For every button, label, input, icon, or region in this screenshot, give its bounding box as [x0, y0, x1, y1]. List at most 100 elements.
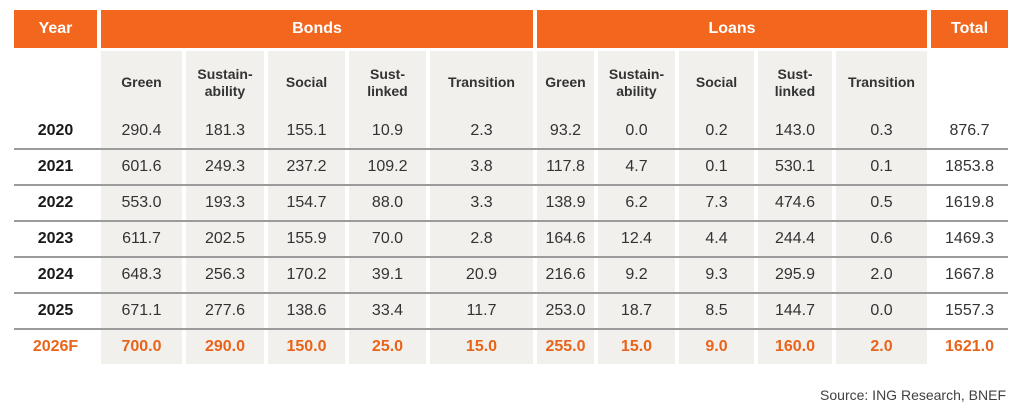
value-cell: 193.3 — [186, 186, 264, 220]
subheader-year-spacer — [14, 51, 97, 114]
table-row: 2025 671.1 277.6 138.6 33.4 11.7 253.0 1… — [14, 292, 1008, 328]
value-cell: 611.7 — [101, 222, 182, 256]
value-cell: 3.8 — [430, 150, 533, 184]
subheader-bonds-sust-linked: Sust- linked — [349, 51, 426, 114]
value-cell: 295.9 — [758, 258, 832, 292]
value-cell: 25.0 — [349, 330, 426, 364]
year-cell: 2022 — [37, 194, 74, 211]
value-cell: 9.2 — [598, 258, 675, 292]
value-cell: 601.6 — [101, 150, 182, 184]
total-cell: 1619.8 — [945, 194, 994, 211]
value-cell: 9.3 — [679, 258, 754, 292]
value-cell: 4.7 — [598, 150, 675, 184]
value-cell: 277.6 — [186, 294, 264, 328]
value-cell: 138.6 — [268, 294, 345, 328]
total-cell: 1557.3 — [945, 302, 994, 319]
value-cell: 255.0 — [537, 330, 594, 364]
value-cell: 0.6 — [836, 222, 927, 256]
value-cell: 553.0 — [101, 186, 182, 220]
subheader-loans-green: Green — [537, 51, 594, 114]
value-cell: 10.9 — [349, 114, 426, 148]
year-cell: 2023 — [37, 230, 74, 247]
value-cell: 530.1 — [758, 150, 832, 184]
table-body: 2020 290.4 181.3 155.1 10.9 2.3 93.2 0.0… — [14, 114, 1008, 364]
table-group-header-row: Year Bonds Loans Total — [14, 10, 1008, 48]
table-subheader-row: Green Sustain- ability Social Sust- link… — [14, 51, 1008, 114]
value-cell: 237.2 — [268, 150, 345, 184]
value-cell: 2.0 — [836, 330, 927, 364]
value-cell: 70.0 — [349, 222, 426, 256]
value-cell: 33.4 — [349, 294, 426, 328]
subheader-bonds-social: Social — [268, 51, 345, 114]
value-cell: 143.0 — [758, 114, 832, 148]
value-cell: 138.9 — [537, 186, 594, 220]
value-cell: 202.5 — [186, 222, 264, 256]
table-row: 2021 601.6 249.3 237.2 109.2 3.8 117.8 4… — [14, 148, 1008, 184]
value-cell: 648.3 — [101, 258, 182, 292]
value-cell: 0.5 — [836, 186, 927, 220]
subheader-bonds-transition: Transition — [430, 51, 533, 114]
value-cell: 39.1 — [349, 258, 426, 292]
value-cell: 93.2 — [537, 114, 594, 148]
value-cell: 155.9 — [268, 222, 345, 256]
subheader-loans-transition: Transition — [836, 51, 927, 114]
total-cell: 1853.8 — [945, 158, 994, 175]
value-cell: 18.7 — [598, 294, 675, 328]
subheader-loans-social: Social — [679, 51, 754, 114]
value-cell: 170.2 — [268, 258, 345, 292]
value-cell: 0.1 — [679, 150, 754, 184]
subheader-total-spacer — [931, 51, 1008, 114]
value-cell: 0.0 — [836, 294, 927, 328]
value-cell: 671.1 — [101, 294, 182, 328]
value-cell: 0.2 — [679, 114, 754, 148]
table-row: 2023 611.7 202.5 155.9 70.0 2.8 164.6 12… — [14, 220, 1008, 256]
year-cell: 2020 — [37, 122, 74, 139]
loans-group-header: Loans — [537, 10, 927, 48]
year-cell: 2025 — [37, 302, 74, 319]
table-row: 2022 553.0 193.3 154.7 88.0 3.3 138.9 6.… — [14, 184, 1008, 220]
total-column-header: Total — [931, 10, 1008, 48]
value-cell: 20.9 — [430, 258, 533, 292]
value-cell: 88.0 — [349, 186, 426, 220]
total-cell: 876.7 — [949, 122, 990, 139]
total-cell: 1621.0 — [945, 338, 994, 355]
subheader-bonds-sustainability: Sustain- ability — [186, 51, 264, 114]
value-cell: 9.0 — [679, 330, 754, 364]
value-cell: 4.4 — [679, 222, 754, 256]
value-cell: 2.0 — [836, 258, 927, 292]
subheader-loans-sustainability: Sustain- ability — [598, 51, 675, 114]
value-cell: 216.6 — [537, 258, 594, 292]
source-caption: Source: ING Research, BNEF — [820, 387, 1006, 403]
value-cell: 181.3 — [186, 114, 264, 148]
value-cell: 7.3 — [679, 186, 754, 220]
value-cell: 0.0 — [598, 114, 675, 148]
value-cell: 150.0 — [268, 330, 345, 364]
table-row: 2020 290.4 181.3 155.1 10.9 2.3 93.2 0.0… — [14, 114, 1008, 148]
value-cell: 109.2 — [349, 150, 426, 184]
year-cell: 2026F — [32, 338, 79, 355]
value-cell: 164.6 — [537, 222, 594, 256]
value-cell: 6.2 — [598, 186, 675, 220]
subheader-loans-sust-linked: Sust- linked — [758, 51, 832, 114]
value-cell: 15.0 — [598, 330, 675, 364]
table-row: 2024 648.3 256.3 170.2 39.1 20.9 216.6 9… — [14, 256, 1008, 292]
value-cell: 117.8 — [537, 150, 594, 184]
value-cell: 12.4 — [598, 222, 675, 256]
value-cell: 2.8 — [430, 222, 533, 256]
value-cell: 256.3 — [186, 258, 264, 292]
value-cell: 700.0 — [101, 330, 182, 364]
subheader-bonds-green: Green — [101, 51, 182, 114]
table-row: 2026F 700.0 290.0 150.0 25.0 15.0 255.0 … — [14, 328, 1008, 364]
year-column-header: Year — [14, 10, 97, 48]
year-cell: 2024 — [37, 266, 74, 283]
year-cell: 2021 — [37, 158, 74, 175]
value-cell: 290.4 — [101, 114, 182, 148]
value-cell: 15.0 — [430, 330, 533, 364]
value-cell: 244.4 — [758, 222, 832, 256]
value-cell: 0.3 — [836, 114, 927, 148]
bonds-group-header: Bonds — [101, 10, 533, 48]
value-cell: 290.0 — [186, 330, 264, 364]
total-cell: 1469.3 — [945, 230, 994, 247]
value-cell: 11.7 — [430, 294, 533, 328]
value-cell: 8.5 — [679, 294, 754, 328]
